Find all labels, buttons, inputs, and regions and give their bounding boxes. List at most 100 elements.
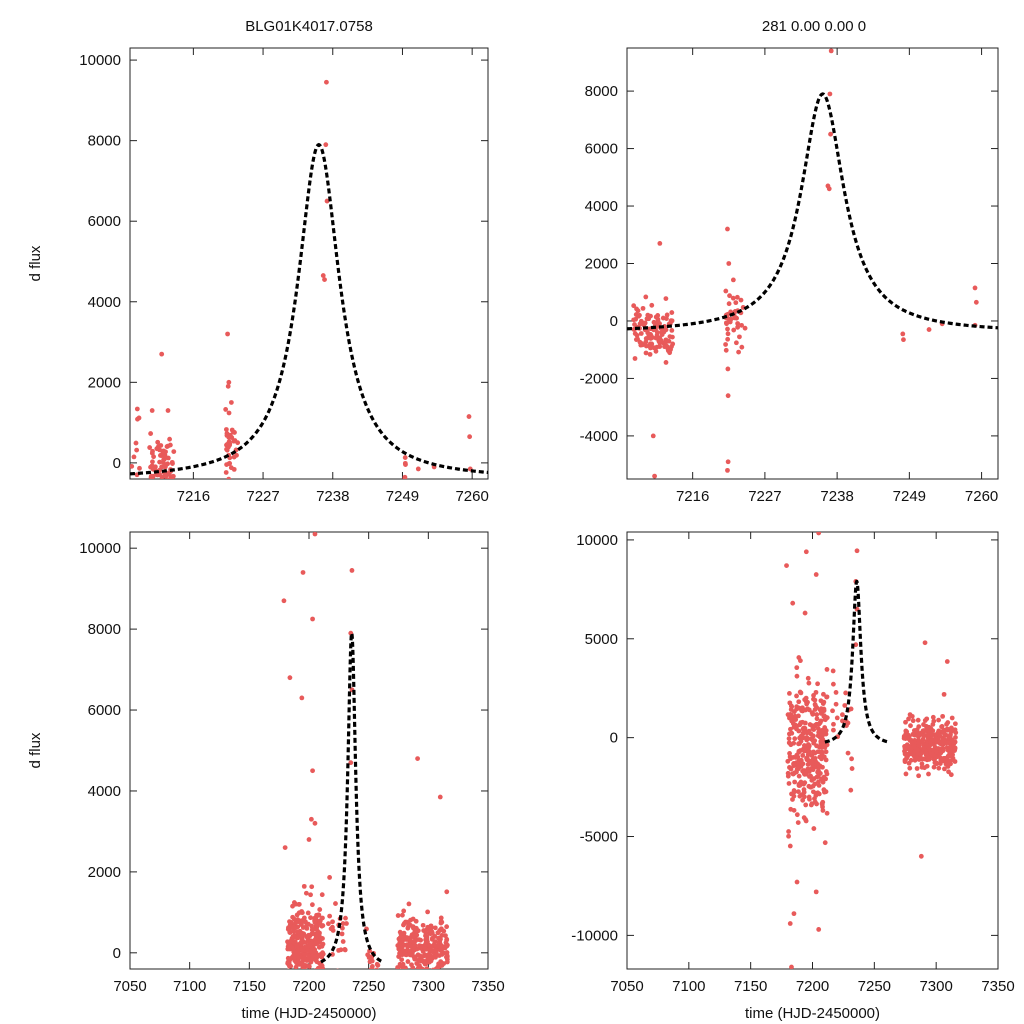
data-point: [312, 532, 318, 537]
data-point: [304, 968, 308, 969]
data-point: [925, 744, 931, 750]
data-point: [785, 773, 791, 779]
data-point: [799, 792, 805, 798]
data-point: [938, 741, 944, 747]
data-point: [137, 465, 142, 471]
data-point: [786, 736, 792, 742]
data-point: [926, 756, 932, 762]
data-point: [934, 754, 939, 760]
data-point: [910, 718, 916, 724]
data-point: [725, 331, 731, 337]
data-point: [320, 965, 325, 969]
data-point: [909, 713, 915, 719]
y-tick-label: 10000: [79, 52, 121, 69]
data-point: [643, 294, 649, 300]
data-point: [725, 366, 731, 372]
data-point: [786, 829, 791, 834]
data-point: [813, 572, 819, 577]
data-point: [336, 968, 339, 969]
data-point: [820, 808, 826, 813]
data-point: [723, 288, 729, 294]
data-point: [810, 767, 816, 773]
data-point: [281, 598, 287, 604]
data-point: [439, 970, 444, 975]
x-tick-label: 7100: [173, 978, 206, 995]
data-point: [315, 965, 321, 969]
data-point: [948, 753, 954, 759]
data-point: [840, 718, 845, 724]
data-point: [411, 944, 417, 949]
data-point: [655, 317, 661, 322]
data-point: [228, 400, 234, 405]
data-point: [303, 940, 308, 945]
data-point: [952, 746, 958, 752]
data-point: [429, 948, 435, 953]
data-point: [926, 724, 932, 730]
data-point: [306, 956, 312, 962]
data-point: [396, 954, 402, 959]
data-point: [433, 971, 438, 976]
data-point: [791, 716, 797, 722]
data-point: [397, 929, 403, 935]
data-point: [900, 331, 906, 337]
data-point: [795, 754, 801, 760]
data-point: [941, 691, 947, 697]
data-point: [795, 765, 801, 771]
data-point: [631, 317, 637, 323]
data-point: [638, 331, 644, 336]
data-point: [918, 751, 924, 757]
data-point: [816, 791, 822, 797]
data-point: [669, 310, 675, 315]
data-point: [309, 902, 315, 908]
data-point: [429, 936, 435, 942]
data-point: [817, 749, 823, 755]
data-point: [914, 750, 920, 756]
data-point: [794, 726, 799, 732]
data-point: [395, 968, 400, 969]
data-point: [830, 681, 836, 687]
y-tick-label: 0: [610, 730, 618, 747]
y-tick-label: 8000: [88, 621, 121, 638]
data-point: [633, 337, 639, 342]
data-point: [916, 738, 922, 744]
x-tick-label: 7100: [672, 978, 705, 995]
data-point: [786, 833, 791, 839]
data-point: [224, 447, 230, 453]
data-point: [790, 600, 796, 606]
data-point: [155, 439, 161, 445]
data-point: [232, 430, 237, 435]
data-point: [735, 321, 741, 326]
data-point: [946, 746, 952, 752]
data-point: [406, 901, 412, 907]
data-point: [288, 920, 294, 926]
data-point: [369, 958, 375, 964]
data-point: [907, 748, 913, 753]
data-point: [298, 954, 304, 960]
y-tick-label: 8000: [585, 83, 618, 100]
y-tick-label: 2000: [88, 374, 121, 391]
data-point: [802, 697, 808, 703]
panel-bottom-left: 7050 7100 7150 7200 7250 7300 7350 0 2000 4000 600…: [27, 531, 505, 1022]
data-point: [791, 760, 797, 766]
data-point: [226, 461, 232, 467]
data-point: [294, 912, 300, 918]
data-point: [365, 952, 371, 958]
data-point: [296, 968, 298, 969]
data-point: [853, 642, 859, 648]
data-point: [807, 749, 812, 754]
data-point: [822, 725, 828, 730]
data-point: [309, 931, 315, 937]
data-point: [794, 879, 800, 885]
y-tick-label: -4000: [580, 428, 618, 445]
data-point: [444, 889, 450, 895]
data-point: [652, 473, 657, 479]
data-point: [648, 345, 653, 351]
data-point: [784, 563, 789, 569]
data-point: [289, 944, 294, 950]
data-point: [941, 756, 947, 761]
data-point: [828, 131, 833, 137]
y-tick-label: 2000: [88, 864, 121, 881]
data-point: [926, 771, 931, 777]
data-point: [824, 694, 830, 700]
data-point: [945, 764, 951, 769]
